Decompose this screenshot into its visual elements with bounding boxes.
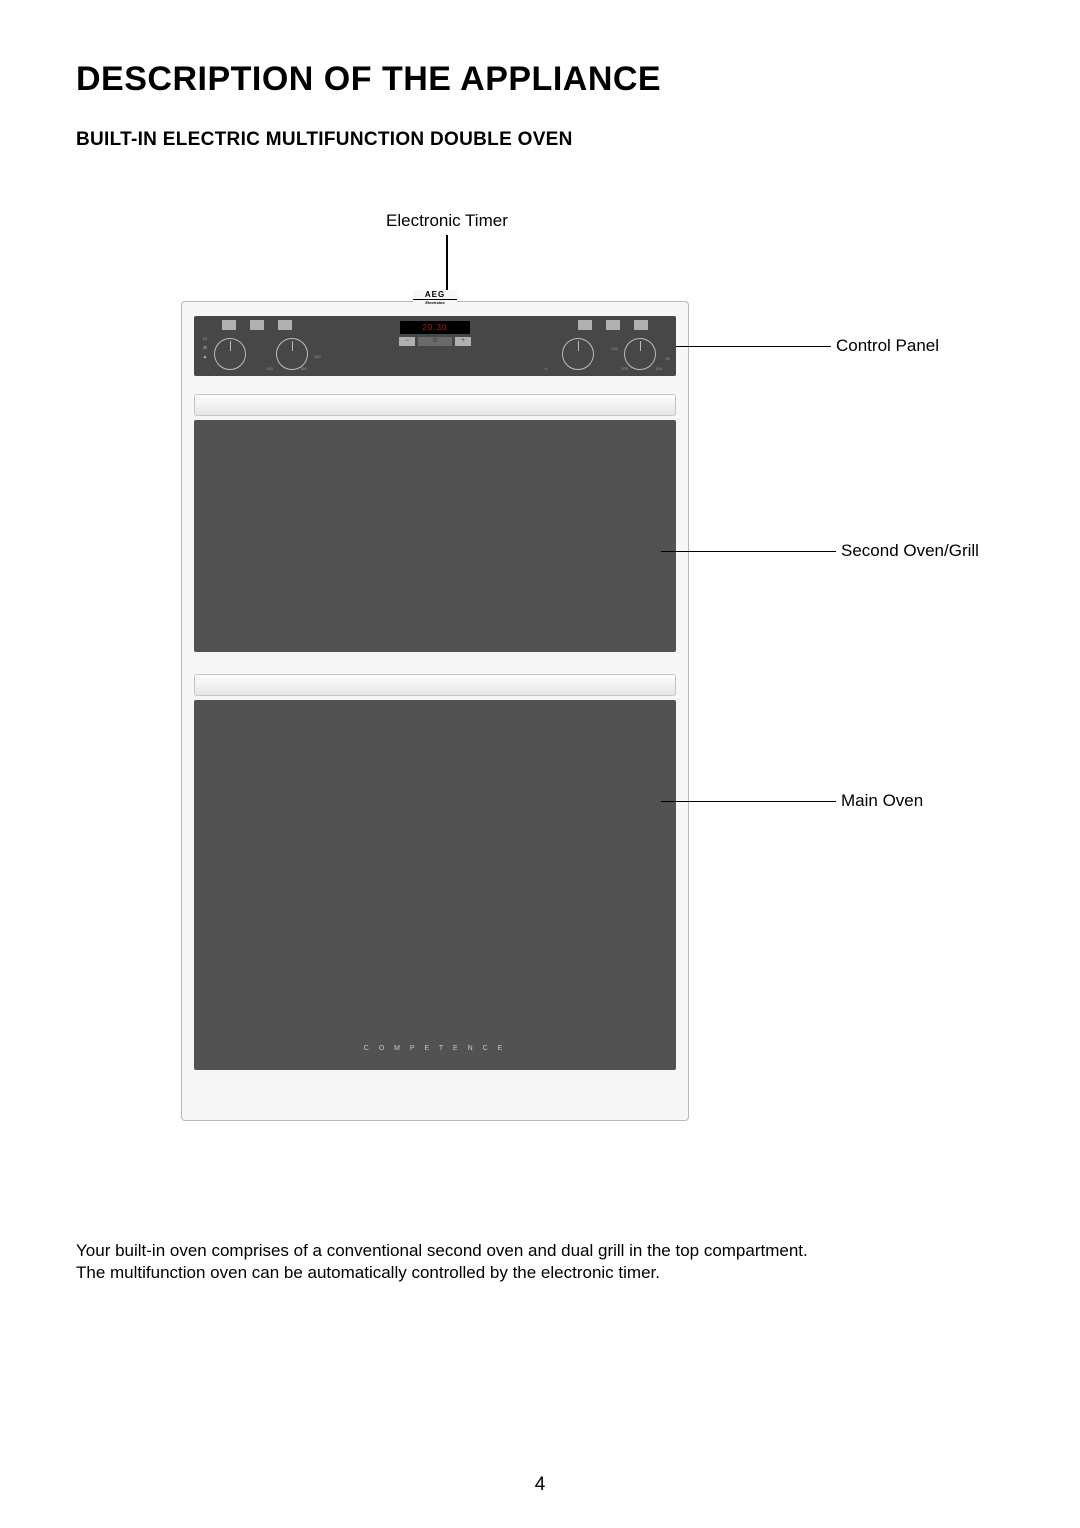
indicator-light (278, 320, 292, 330)
mode-icons-left: ▭ ≋ ▲ (200, 336, 210, 360)
timer-display: 20.30 (400, 321, 470, 334)
indicator-group-right (578, 320, 648, 330)
dial-temp: 150 (655, 366, 662, 371)
dial-mark: ◦ (209, 366, 210, 371)
dial-temp: 200 (266, 366, 273, 371)
brand-badge: AEG Electrolux (413, 290, 457, 305)
dial-mark: ◦ (250, 338, 251, 343)
temp-dial-right[interactable] (624, 338, 656, 370)
dial-mark: ▭ (544, 366, 548, 371)
main-oven-handle[interactable] (194, 674, 676, 696)
control-panel-label: Control Panel (836, 336, 939, 356)
appliance-diagram: Electronic Timer AEG Electrolux (76, 211, 1004, 1161)
manual-page: DESCRIPTION OF THE APPLIANCE BUILT-IN EL… (0, 0, 1080, 1528)
dial-temp: 100 (314, 354, 321, 359)
indicator-light (222, 320, 236, 330)
timer-mode-button[interactable]: ⏱ (418, 337, 452, 346)
page-number: 4 (0, 1474, 1080, 1496)
indicator-light (578, 320, 592, 330)
mode-icon: ▭ (203, 336, 208, 342)
leader-line (661, 801, 836, 802)
dial-temp: 240 (611, 346, 618, 351)
paragraph: Your built-in oven comprises of a conven… (76, 1240, 1004, 1262)
mode-icon: ≋ (203, 345, 207, 351)
indicator-light (250, 320, 264, 330)
control-panel: ▭ ≋ ▲ ◦ ◦ 200 150 100 20.30 − ⏱ + (194, 316, 676, 376)
timer-plus-button[interactable]: + (455, 337, 471, 346)
timer-label: Electronic Timer (386, 211, 508, 231)
leader-line (676, 346, 831, 347)
indicator-light (634, 320, 648, 330)
mode-icon: ▲ (203, 354, 208, 360)
competence-badge: C O M P E T E N C E (194, 1045, 676, 1052)
indicator-light (606, 320, 620, 330)
oven-body: AEG Electrolux ▭ ≋ ▲ (181, 301, 689, 1121)
page-subtitle: BUILT-IN ELECTRIC MULTIFUNCTION DOUBLE O… (76, 129, 1004, 151)
function-dial-left[interactable] (214, 338, 246, 370)
dial-temp: 150 (300, 366, 307, 371)
page-title: DESCRIPTION OF THE APPLIANCE (76, 60, 1004, 99)
leader-line (661, 551, 836, 552)
indicator-group-left (222, 320, 292, 330)
body-paragraphs: Your built-in oven comprises of a conven… (76, 1240, 1004, 1284)
top-oven-handle[interactable] (194, 394, 676, 416)
brand-text: AEG (425, 290, 445, 299)
brand-sub: Electrolux (413, 299, 457, 305)
timer-button-row: − ⏱ + (376, 337, 494, 346)
timer-minus-button[interactable]: − (399, 337, 415, 346)
function-dial-right[interactable] (562, 338, 594, 370)
main-oven-door[interactable]: C O M P E T E N C E (194, 700, 676, 1070)
second-oven-door[interactable] (194, 420, 676, 652)
second-oven-label: Second Oven/Grill (841, 541, 979, 561)
paragraph: The multifunction oven can be automatica… (76, 1262, 1004, 1284)
dial-temp: 200 (621, 366, 628, 371)
dial-temp: 50 (666, 356, 670, 361)
main-oven-label: Main Oven (841, 791, 923, 811)
timer-display-block: 20.30 − ⏱ + (376, 321, 494, 369)
